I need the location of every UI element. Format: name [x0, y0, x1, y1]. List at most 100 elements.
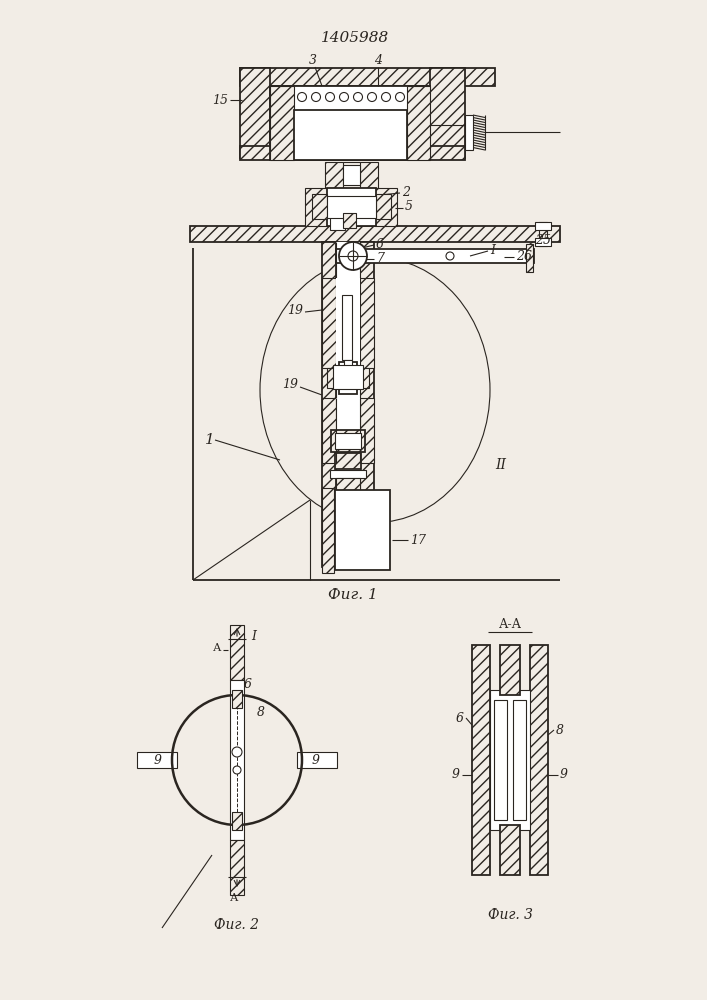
Bar [336, 242, 360, 567]
Text: 6: 6 [456, 712, 464, 724]
Bar [270, 86, 430, 160]
Text: 9: 9 [560, 768, 568, 782]
Text: 1: 1 [205, 433, 215, 447]
Bar [500, 645, 520, 695]
Text: Фиг. 3: Фиг. 3 [488, 908, 532, 922]
Bar [230, 840, 244, 895]
Bar [240, 68, 495, 86]
Text: 8: 8 [257, 706, 265, 718]
Bar [322, 398, 336, 463]
Text: 19: 19 [287, 304, 303, 316]
Text: 5: 5 [405, 200, 413, 214]
Bar [357, 368, 369, 388]
Text: 6: 6 [376, 237, 384, 250]
Bar [294, 110, 407, 160]
Bar [494, 700, 507, 820]
Text: 17: 17 [410, 534, 426, 546]
Bar [336, 478, 360, 490]
Circle shape [354, 93, 363, 102]
Bar [327, 368, 339, 388]
Text: 25: 25 [535, 234, 551, 247]
Text: 19: 19 [282, 378, 298, 391]
Circle shape [232, 747, 242, 757]
Text: 8: 8 [556, 724, 564, 736]
Bar [360, 398, 374, 463]
Text: 6: 6 [244, 678, 252, 690]
Bar [327, 188, 376, 226]
Text: Фиг. 1: Фиг. 1 [328, 588, 378, 602]
Circle shape [233, 766, 241, 774]
Bar [407, 86, 430, 160]
Bar [230, 680, 244, 840]
Bar [360, 278, 374, 368]
Bar [500, 825, 520, 875]
Text: А-А: А-А [498, 618, 522, 632]
Bar [335, 433, 361, 449]
Bar [342, 295, 352, 360]
Circle shape [348, 251, 358, 261]
Text: А: А [213, 643, 221, 653]
Bar [465, 115, 473, 150]
Circle shape [312, 93, 320, 102]
Bar [430, 68, 465, 158]
Bar [360, 162, 378, 188]
Bar [526, 244, 533, 272]
Bar [232, 690, 242, 708]
Bar [343, 165, 360, 185]
Circle shape [446, 252, 454, 260]
Bar [535, 238, 551, 246]
Bar [137, 752, 177, 768]
Bar [344, 360, 352, 372]
Text: 9: 9 [312, 754, 320, 766]
Bar [490, 690, 530, 830]
Bar [472, 645, 490, 875]
Text: Фиг. 2: Фиг. 2 [214, 918, 259, 932]
Text: 2: 2 [402, 186, 410, 198]
Bar [342, 490, 354, 512]
Circle shape [339, 93, 349, 102]
Bar [343, 213, 356, 228]
Text: 4: 4 [374, 53, 382, 66]
Bar [335, 453, 361, 469]
Bar [330, 470, 366, 478]
Text: 26: 26 [516, 249, 532, 262]
Text: I: I [490, 243, 495, 256]
Bar [339, 362, 357, 394]
Bar [330, 210, 345, 230]
Bar [240, 68, 270, 158]
Bar [190, 226, 560, 242]
Bar [376, 194, 391, 219]
Circle shape [298, 93, 307, 102]
Circle shape [395, 93, 404, 102]
Bar [333, 365, 363, 389]
Circle shape [325, 93, 334, 102]
Text: 3: 3 [309, 53, 317, 66]
Text: 9: 9 [452, 768, 460, 782]
Bar [322, 488, 334, 573]
Bar [335, 490, 390, 570]
Text: II: II [495, 458, 506, 472]
Bar [336, 249, 534, 263]
Bar [360, 242, 374, 567]
Circle shape [382, 93, 390, 102]
Text: I: I [251, 631, 256, 644]
Text: 9: 9 [154, 754, 162, 766]
Bar [305, 188, 327, 226]
Bar [375, 188, 397, 226]
Bar [331, 430, 365, 452]
Bar [539, 222, 547, 246]
Bar [513, 700, 526, 820]
Text: 1405988: 1405988 [321, 31, 389, 45]
Bar [240, 146, 465, 160]
Bar [530, 645, 548, 875]
Bar [232, 812, 242, 830]
Bar [312, 194, 327, 219]
Bar [535, 222, 551, 230]
Bar [336, 278, 360, 368]
Bar [297, 752, 337, 768]
Bar [325, 162, 343, 188]
Text: 7: 7 [376, 251, 384, 264]
Circle shape [368, 93, 377, 102]
Bar [322, 278, 336, 368]
Circle shape [339, 242, 367, 270]
